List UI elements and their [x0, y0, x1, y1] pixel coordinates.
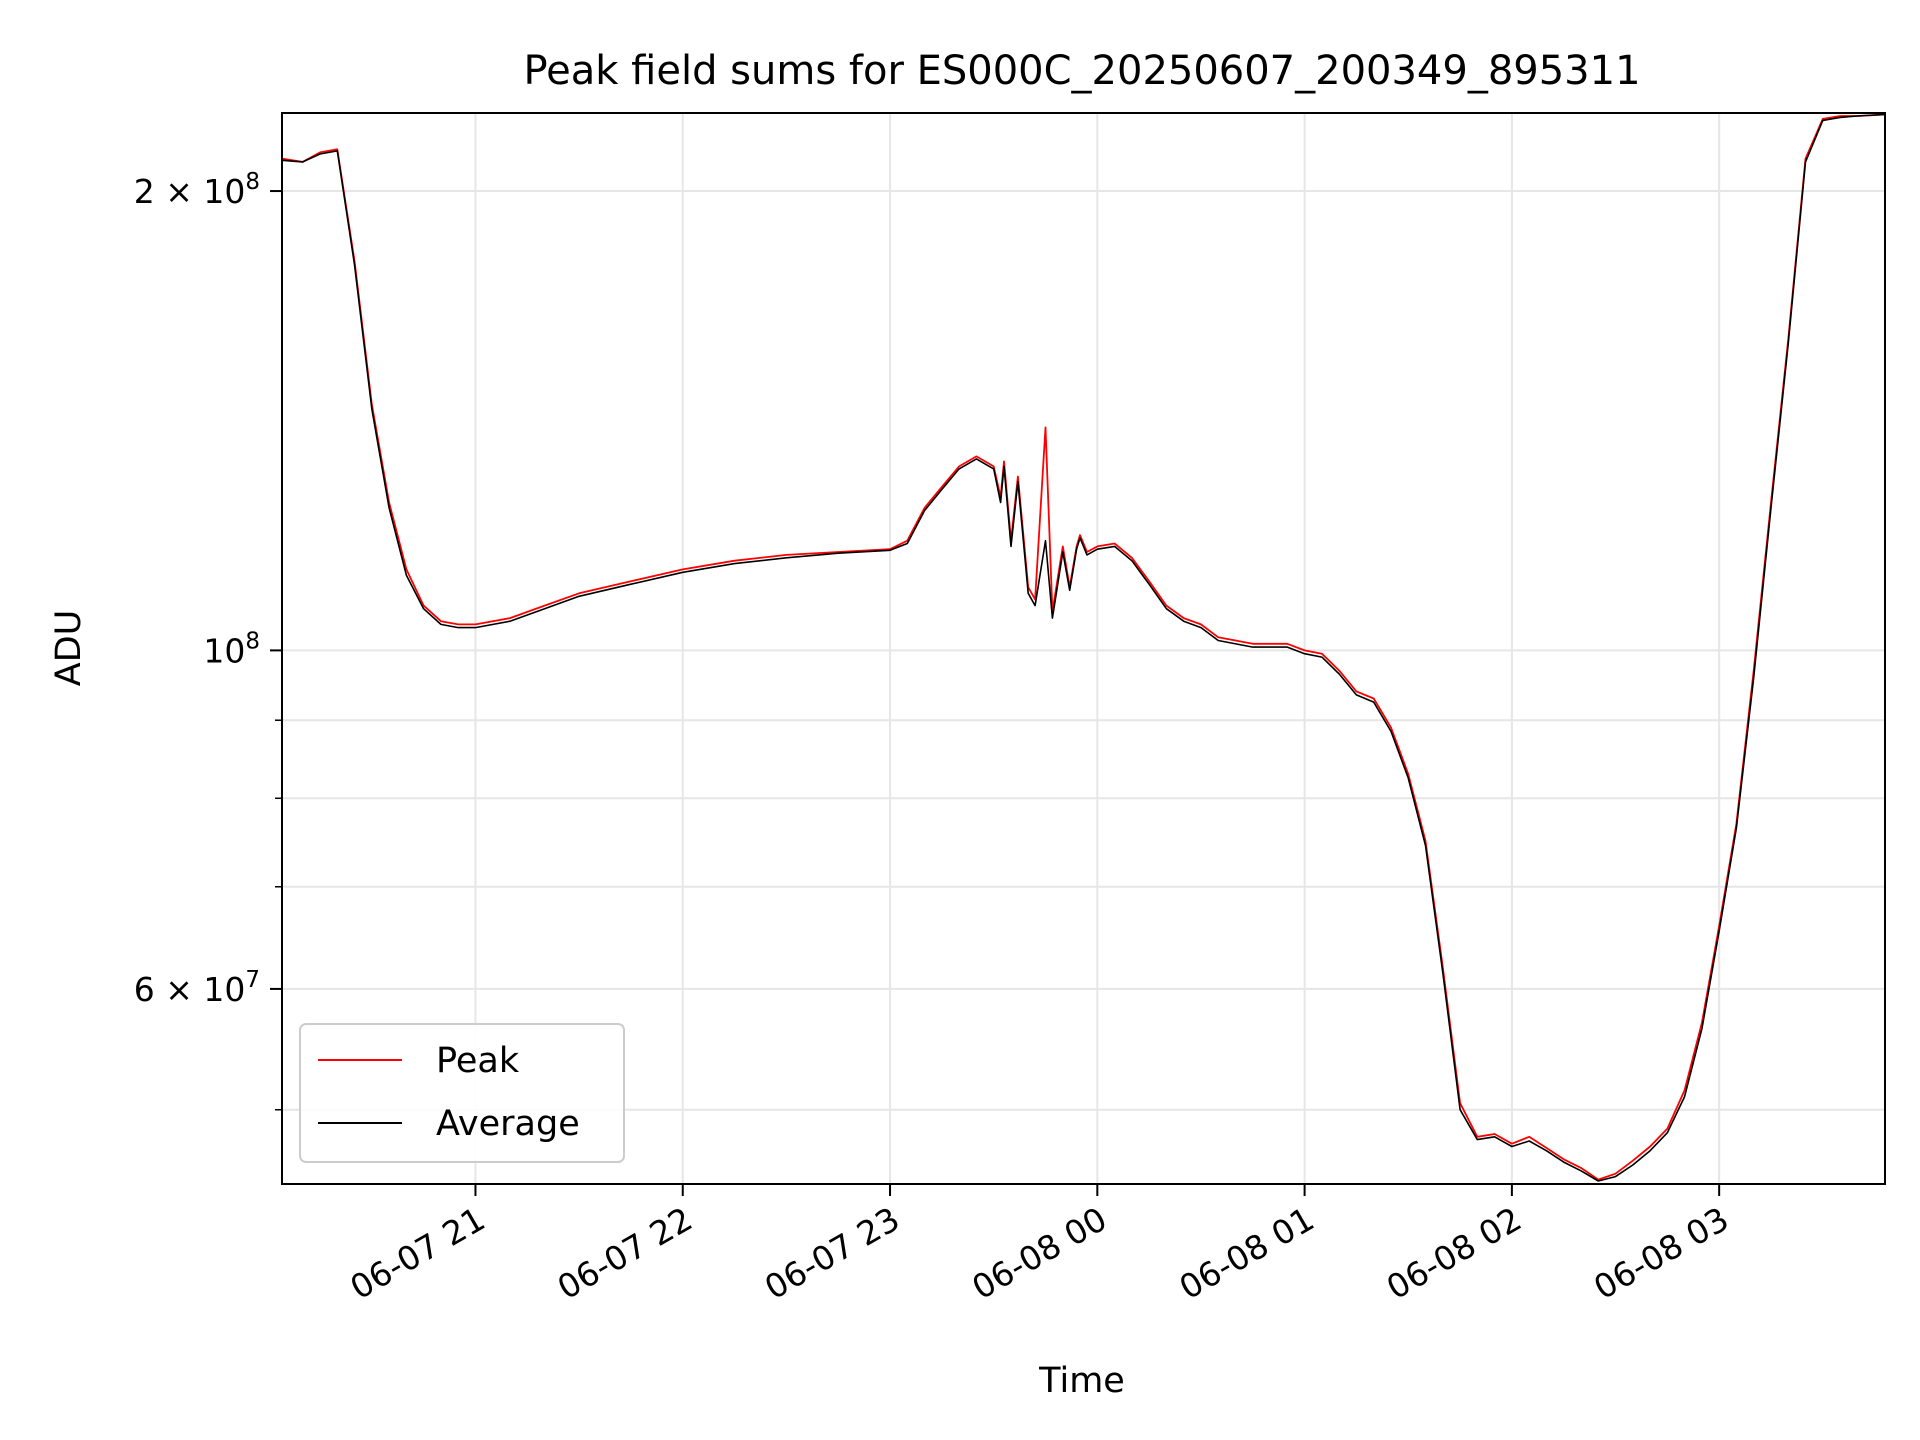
y-tick-label: 2 × 108 — [134, 169, 260, 211]
y-tick-label: 6 × 107 — [134, 967, 260, 1009]
plot-area-frame — [281, 112, 1886, 1185]
x-axis-label: Time — [1038, 1361, 1125, 1401]
legend-label-average: Average — [436, 1104, 580, 1144]
peak-series-line — [281, 113, 1886, 1181]
series-layer — [281, 113, 1886, 1182]
legend: Peak Average — [299, 1023, 625, 1163]
y-axis-label: ADU — [49, 610, 89, 687]
average-series-line — [281, 113, 1886, 1182]
chart-title: Peak field sums for ES000C_20250607_2003… — [523, 48, 1640, 94]
legend-box — [299, 1023, 625, 1163]
legend-label-peak: Peak — [436, 1041, 520, 1081]
